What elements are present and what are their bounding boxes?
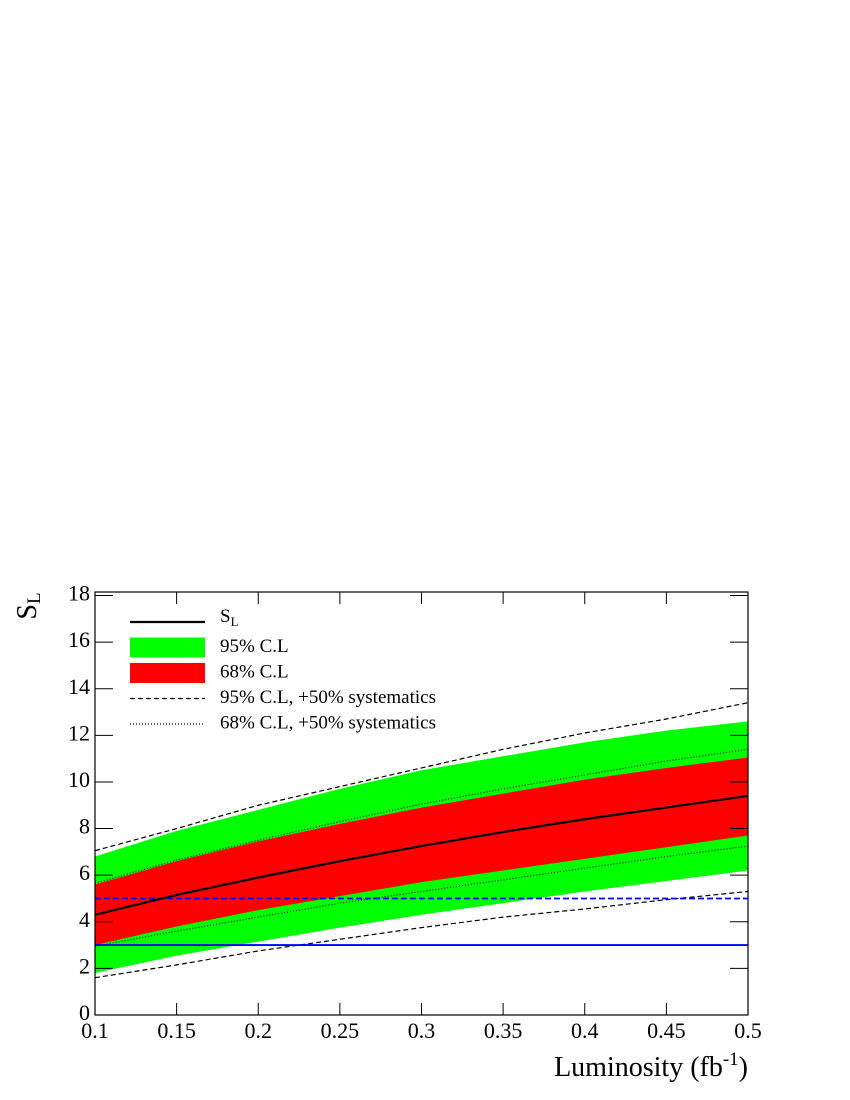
y-tick-label: 6	[79, 860, 90, 885]
legend-label: 68% C.L, +50% systematics	[220, 712, 436, 733]
legend-swatch	[130, 663, 205, 683]
x-axis-label: Luminosity (fb-1)	[554, 1049, 748, 1083]
legend-label: 68% C.L	[220, 661, 289, 682]
x-label-end: )	[739, 1052, 748, 1083]
x-tick-label: 0.2	[245, 1018, 273, 1043]
legend-label-sub: L	[231, 614, 239, 629]
y-tick-label: 10	[68, 767, 90, 792]
systematics-line	[94, 702, 749, 852]
x-tick-label: 0.15	[157, 1018, 196, 1043]
x-tick-label: 0.25	[321, 1018, 360, 1043]
y-tick-label: 2	[79, 953, 90, 978]
systematics-line	[94, 748, 749, 884]
legend-label: SL	[220, 606, 239, 629]
x-tick-label: 0.3	[408, 1018, 436, 1043]
y-tick-label: 12	[68, 720, 90, 745]
legend-label: 95% C.L, +50% systematics	[220, 687, 436, 708]
x-tick-label: 0.35	[484, 1018, 523, 1043]
legend-swatch	[130, 637, 205, 658]
y-axis-label: SL	[12, 592, 45, 619]
y-tick-label: 18	[68, 581, 90, 606]
y-label-main: S	[12, 604, 43, 620]
x-tick-label: 0.1	[81, 1018, 109, 1043]
x-label-sup: -1	[723, 1049, 739, 1070]
central-line	[94, 794, 749, 916]
y-tick-label: 8	[79, 814, 90, 839]
y-tick-label: 0	[79, 1000, 90, 1025]
x-tick-label: 0.45	[647, 1018, 686, 1043]
legend-label: 95% C.L	[220, 636, 289, 657]
x-label-main: Luminosity (fb	[554, 1052, 723, 1083]
y-tick-label: 4	[79, 907, 90, 932]
x-tick-label: 0.5	[734, 1018, 762, 1043]
legend-label-main: S	[220, 606, 231, 627]
systematics-line	[94, 890, 749, 979]
y-tick-label: 14	[68, 674, 90, 699]
y-tick-label: 16	[68, 627, 90, 652]
y-label-sub: L	[24, 592, 45, 604]
x-tick-label: 0.4	[571, 1018, 599, 1043]
